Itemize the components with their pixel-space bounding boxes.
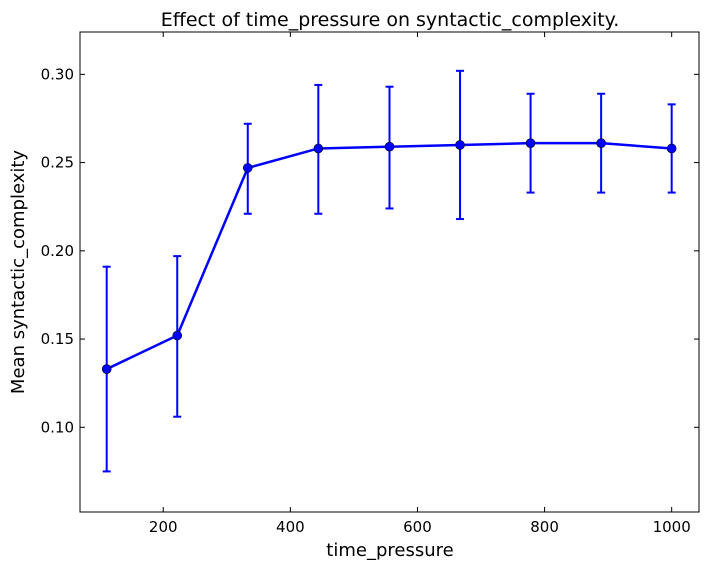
y-tick-label: 0.15 — [41, 330, 74, 348]
data-point — [455, 140, 465, 150]
chart-title: Effect of time_pressure on syntactic_com… — [161, 9, 620, 31]
axis-ticks — [80, 32, 699, 512]
x-axis-label: time_pressure — [326, 540, 453, 561]
x-tick-label: 600 — [403, 518, 432, 536]
data-point — [313, 143, 324, 154]
x-tick-label: 1000 — [653, 518, 691, 536]
x-tick-label: 400 — [276, 518, 305, 536]
data-point — [525, 138, 536, 148]
y-tick-label: 0.30 — [41, 65, 74, 83]
x-tick-label: 800 — [530, 518, 559, 536]
data-point — [101, 364, 112, 374]
data-point — [242, 163, 253, 173]
y-tick-label: 0.25 — [41, 154, 74, 172]
y-tick-label: 0.20 — [41, 242, 74, 260]
data-points — [101, 138, 677, 374]
y-tick-labels: 0.10 0.15 0.20 0.25 0.30 — [41, 65, 74, 436]
x-tick-labels: 200 400 600 800 1000 — [149, 518, 691, 536]
data-point — [384, 141, 395, 152]
y-tick-label: 0.10 — [41, 418, 74, 436]
y-axis-label: Mean syntactic_complexity — [8, 150, 29, 394]
data-point — [666, 143, 677, 154]
data-point — [596, 138, 606, 148]
data-point — [172, 330, 183, 341]
x-tick-label: 200 — [149, 518, 178, 536]
